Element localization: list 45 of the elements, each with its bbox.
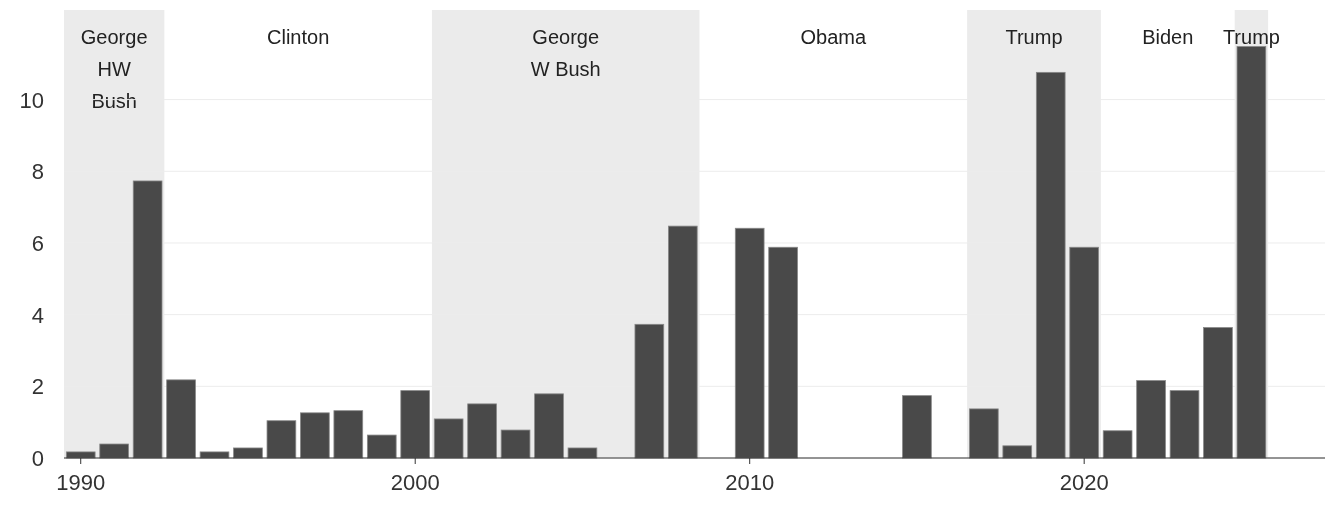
bar <box>734 227 765 459</box>
bar <box>500 429 531 459</box>
bar <box>300 412 330 459</box>
bar <box>534 393 564 459</box>
bar <box>266 420 297 459</box>
bar <box>1102 430 1133 459</box>
bar <box>166 379 196 459</box>
y-tick-label: 6 <box>31 230 44 256</box>
band-label: George HW Bush <box>80 26 148 112</box>
bar <box>1069 246 1099 459</box>
bar <box>433 418 464 459</box>
band-label: Trump <box>1005 26 1063 48</box>
annotation: Clinton <box>267 26 330 48</box>
bar <box>99 443 129 459</box>
bar <box>634 323 665 459</box>
bar <box>1203 327 1233 459</box>
bar <box>467 403 497 459</box>
bar <box>768 246 798 459</box>
y-tick-label: 8 <box>31 159 44 185</box>
y-tick-label: 0 <box>31 446 44 471</box>
annotation: Obama <box>800 26 867 48</box>
bar <box>567 447 598 459</box>
bar <box>1035 71 1066 459</box>
bar <box>1169 390 1200 459</box>
bar <box>199 451 230 459</box>
y-tick-label: 2 <box>31 374 44 400</box>
band-label: Trump <box>1222 26 1280 48</box>
y-tick-label: 10 <box>19 87 44 113</box>
bar <box>333 410 364 459</box>
bar <box>366 434 397 459</box>
bar <box>668 225 698 459</box>
y-tick-label: 4 <box>31 302 44 328</box>
bar <box>969 408 999 459</box>
x-tick-label: 2000 <box>390 470 440 495</box>
x-tick-label: 1990 <box>56 470 106 495</box>
x-tick-label: 2010 <box>725 470 775 495</box>
annotation: Biden <box>1142 26 1194 48</box>
band-label: George W Bush <box>530 26 601 80</box>
bar <box>1136 380 1166 459</box>
bar <box>400 390 430 459</box>
bar <box>902 395 932 459</box>
bar <box>132 180 163 459</box>
x-tick-label: 2020 <box>1059 470 1109 495</box>
bar <box>1002 445 1033 459</box>
bar <box>233 447 263 459</box>
